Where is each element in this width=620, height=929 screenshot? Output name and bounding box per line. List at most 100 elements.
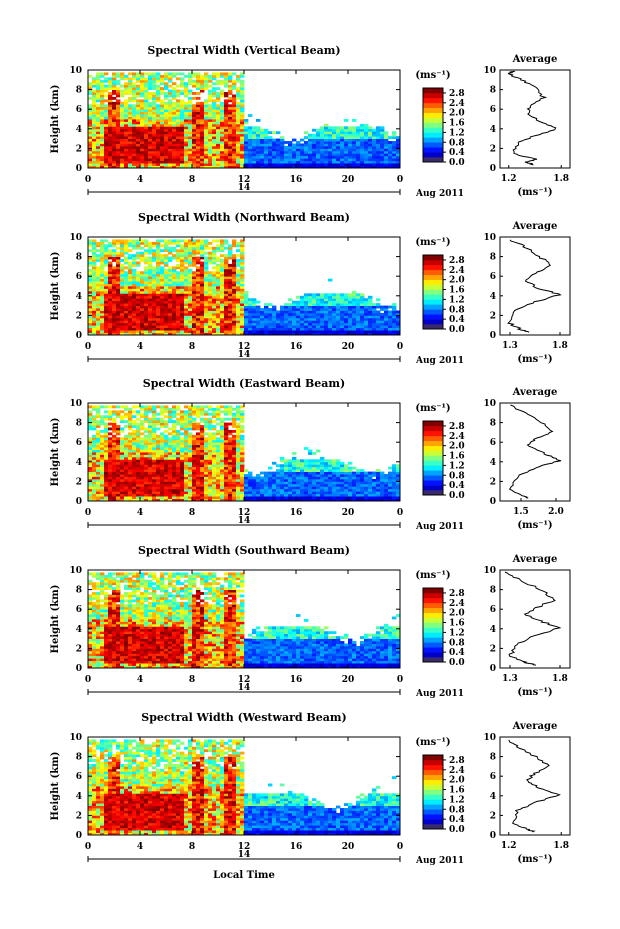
heatmap-cell (144, 106, 149, 110)
heatmap-cell (104, 273, 109, 277)
heatmap-cell (116, 327, 121, 331)
heatmap-cell (228, 320, 233, 324)
heatmap-cell (160, 488, 165, 492)
heatmap-cell (244, 133, 249, 137)
heatmap-cell (268, 163, 273, 166)
heatmap-cell (224, 109, 229, 113)
heatmap-cell (136, 325, 141, 329)
heatmap-cell (120, 410, 125, 414)
heatmap-cell (176, 163, 181, 166)
heatmap-cell (272, 165, 277, 169)
heatmap-cell (92, 256, 97, 260)
heatmap-cell (148, 281, 153, 284)
heatmap-cell (252, 300, 257, 304)
heatmap-cell (168, 256, 173, 260)
heatmap-cell (336, 133, 341, 137)
heatmap-cell (332, 131, 337, 135)
heatmap-cell (180, 278, 185, 282)
heatmap-cell (88, 89, 93, 93)
heatmap-cell (232, 263, 237, 267)
heatmap-cell (292, 148, 297, 152)
heatmap-cell (312, 128, 317, 132)
heatmap-cell (164, 126, 169, 130)
heatmap-cell (148, 163, 153, 166)
heatmap-cell (328, 160, 333, 164)
heatmap-cell (240, 106, 245, 110)
heatmap-cell (240, 278, 245, 282)
heatmap-cell (364, 145, 369, 149)
heatmap-cell (132, 312, 137, 316)
heatmap-cell (88, 143, 93, 147)
heatmap-cell (168, 288, 173, 292)
heatmap-cell (384, 320, 389, 324)
heatmap-cell (116, 133, 121, 137)
heatmap-cell (248, 131, 253, 135)
heatmap-cell (328, 332, 333, 336)
heatmap-cell (316, 308, 321, 311)
heatmap-cell (168, 114, 173, 117)
heatmap-cell (392, 148, 397, 152)
heatmap-cell (200, 263, 205, 267)
heatmap-cell (192, 298, 197, 302)
heatmap-cell (108, 148, 113, 152)
heatmap-cell (392, 312, 397, 316)
heatmap-cell (92, 263, 97, 267)
heatmap-cell (304, 163, 309, 166)
heatmap-cell (328, 131, 333, 135)
heatmap-cell (140, 89, 145, 93)
heatmap-cell (264, 143, 269, 147)
heatmap-cell (236, 153, 241, 157)
colorbar-step (423, 92, 443, 99)
heatmap-cell (388, 160, 393, 164)
heatmap-cell (268, 322, 273, 326)
heatmap-cell (112, 148, 117, 152)
heatmap-cell (212, 101, 217, 105)
heatmap-cell (208, 131, 213, 135)
heatmap-cell (176, 437, 181, 441)
heatmap-cell (152, 244, 157, 248)
heatmap-cell (112, 92, 117, 95)
heatmap-cell (104, 444, 109, 448)
heatmap-cell (96, 308, 101, 311)
heatmap-cell (184, 288, 189, 292)
heatmap-cell (180, 317, 185, 321)
heatmap-cell (160, 74, 165, 78)
heatmap-cell (256, 300, 261, 304)
heatmap-cell (140, 317, 145, 321)
heatmap-cell (160, 437, 165, 441)
heatmap-cell (132, 288, 137, 292)
heatmap-cell (376, 150, 381, 154)
heatmap-cell (388, 332, 393, 336)
heatmap-cell (160, 283, 165, 287)
heatmap-cell (160, 442, 165, 446)
heatmap-cell (180, 138, 185, 142)
heatmap-cell (268, 312, 273, 316)
heatmap-cell (312, 295, 317, 299)
heatmap-cell (148, 121, 153, 125)
heatmap-cell (232, 268, 237, 272)
average-y-tick-label: 4 (490, 125, 496, 135)
heatmap-cell (248, 308, 253, 311)
heatmap-cell (224, 305, 229, 309)
heatmap-cell (132, 478, 137, 482)
heatmap-cell (120, 133, 125, 137)
heatmap-cell (236, 148, 241, 152)
heatmap-cell (216, 286, 221, 289)
heatmap-cell (208, 114, 213, 117)
heatmap-cell (112, 293, 117, 297)
heatmap-cell (132, 273, 137, 277)
heatmap-cell (368, 325, 373, 329)
heatmap-cell (152, 131, 157, 135)
heatmap-cell (300, 322, 305, 326)
heatmap-cell (184, 165, 189, 169)
heatmap-cell (360, 332, 365, 336)
heatmap-cell (324, 317, 329, 321)
heatmap-cell (132, 439, 137, 443)
heatmap-cell (300, 163, 305, 166)
heatmap-cell (192, 300, 197, 304)
heatmap-cell (116, 427, 121, 431)
heatmap-cell (360, 128, 365, 132)
heatmap-cell (100, 109, 105, 113)
heatmap-cell (368, 126, 373, 130)
heatmap-cell (344, 126, 349, 130)
